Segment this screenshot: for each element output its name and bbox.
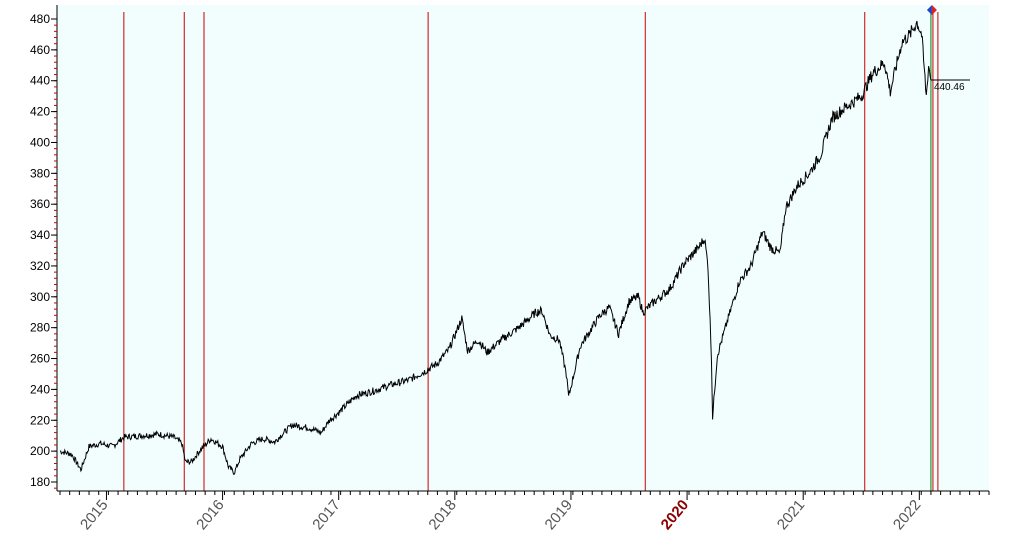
y-tick-label: 360: [30, 197, 50, 211]
y-tick-label: 440: [30, 74, 50, 88]
vertical-markers: [123, 12, 939, 491]
x-tick-label: 2018: [425, 497, 459, 533]
y-axis: 180 200 220 240 260 280 300 320 340 360 380 400 420 4…: [30, 5, 58, 491]
y-tick-label: 340: [30, 228, 50, 242]
x-tick-label: 2017: [309, 497, 343, 533]
y-tick-label: 380: [30, 166, 50, 180]
last-price-label: 440.46: [934, 82, 965, 93]
y-tick-label: 260: [30, 352, 50, 366]
diamond-left-half: [926, 5, 932, 15]
y-tick-label: 180: [30, 475, 50, 489]
y-tick-label: 400: [30, 135, 50, 149]
y-tick-label: 320: [30, 259, 50, 273]
diamond-right-half: [931, 5, 937, 15]
y-tick-label: 220: [30, 413, 50, 427]
x-tick-label: 2015: [77, 497, 111, 533]
x-tick-label: 2021: [774, 497, 808, 533]
x-tick-label: 2016: [193, 497, 227, 533]
current-marker: [930, 12, 934, 491]
y-tick-label: 240: [30, 382, 50, 396]
y-tick-label: 460: [30, 43, 50, 57]
series-line: [59, 20, 932, 475]
x-tick-label: 2020: [658, 497, 692, 533]
x-axis: 2015 2016 2017 2018 2019 2020 2021 2022: [57, 490, 990, 533]
y-tick-label: 200: [30, 444, 50, 458]
x-tick-label: 2022: [890, 497, 924, 533]
y-tick-label: 280: [30, 321, 50, 335]
x-tick-label: 2019: [542, 497, 576, 533]
y-tick-label: 480: [30, 12, 50, 26]
plot-area: [57, 5, 989, 491]
last-price-marker: 440.46: [930, 79, 970, 93]
y-tick-label: 300: [30, 290, 50, 304]
diamond-marker: [926, 5, 937, 15]
y-tick-label: 420: [30, 105, 50, 119]
